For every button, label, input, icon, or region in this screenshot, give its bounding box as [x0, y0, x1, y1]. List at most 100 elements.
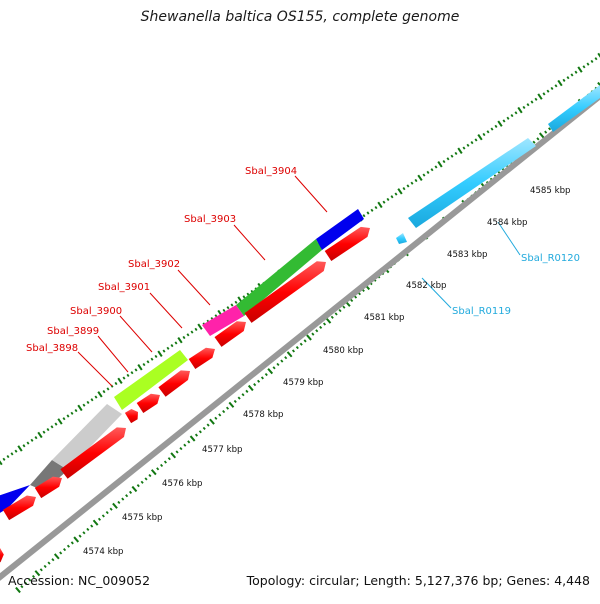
cds-arrow-cds-7 — [188, 347, 215, 369]
outer-ring-tick — [394, 192, 398, 196]
inner-ring-tick — [160, 463, 164, 468]
gene-connector — [77, 351, 113, 387]
inner-ring-tick — [97, 517, 102, 521]
outer-ring-tick — [594, 57, 598, 61]
inner-ring-tick — [163, 460, 167, 464]
outer-ring-tick — [234, 300, 238, 304]
cog-block-lightgray — [52, 404, 122, 470]
inner-ring-tick — [225, 406, 230, 410]
inner-ring-tick — [150, 469, 157, 476]
inner-ring-tick — [536, 137, 540, 141]
cds-arrow-cds-10 — [324, 226, 370, 261]
outer-ring-tick — [197, 323, 203, 330]
inner-ring-tick — [311, 332, 315, 336]
inner-ring-tick — [209, 418, 215, 425]
outer-ring-tick — [130, 371, 134, 375]
outer-ring-tick — [162, 349, 166, 353]
cds-arrow-cds-4 — [124, 409, 138, 424]
outer-ring-tick — [146, 360, 150, 364]
outer-ring-tick — [450, 154, 454, 158]
inner-ring-tick — [148, 473, 152, 478]
cog-track — [0, 209, 364, 513]
outer-ring-tick — [30, 438, 34, 442]
outer-ring-tick — [62, 417, 66, 421]
inner-ring-tick — [112, 502, 118, 509]
outer-ring-tick — [186, 333, 190, 337]
inner-ring-tick — [334, 312, 338, 316]
outer-ring-tick — [242, 295, 246, 299]
outer-ring-tick — [486, 130, 490, 134]
outer-ring-tick — [182, 335, 186, 340]
outer-ring-tick — [490, 127, 494, 131]
inner-ring-tick — [194, 433, 199, 437]
outer-ring-tick — [462, 146, 466, 150]
outer-ring-tick — [77, 404, 83, 412]
inner-ring-tick — [291, 349, 296, 353]
outer-ring-tick — [494, 124, 498, 128]
outer-ring-tick — [174, 341, 178, 345]
outer-ring-tick — [477, 133, 483, 141]
inner-ring-tick — [187, 440, 191, 444]
outer-ring-tick — [90, 398, 94, 402]
outer-ring-tick — [562, 78, 566, 82]
inner-ring-tick — [105, 510, 109, 515]
inner-ring-tick — [245, 389, 249, 393]
outer-ring-tick — [154, 354, 158, 359]
outer-ring-tick — [134, 368, 138, 372]
outer-ring-tick — [566, 76, 570, 80]
outer-ring-tick — [570, 73, 574, 77]
outer-ring-tick — [366, 211, 370, 215]
outer-ring-tick — [50, 425, 54, 429]
inner-ring-tick — [544, 130, 548, 134]
cog-block-magenta — [202, 305, 244, 336]
inner-ring-tick — [247, 384, 254, 392]
genome-backbone — [0, 92, 600, 581]
gene-label: Sbal_3898 — [26, 343, 78, 354]
inner-ring-tick — [350, 298, 354, 303]
scale-label: 4579 kbp — [283, 378, 324, 388]
inner-ring-tick — [189, 435, 196, 442]
outer-ring-tick — [226, 306, 230, 310]
outer-ring-tick — [586, 62, 590, 66]
inner-ring-tick — [121, 497, 125, 501]
rna-track — [396, 85, 600, 244]
outer-ring-tick — [386, 197, 390, 202]
gene-label: Sbal_R0120 — [521, 253, 580, 264]
scale-label: 4583 kbp — [447, 250, 488, 260]
outer-ring-tick — [554, 84, 558, 88]
inner-ring-tick — [214, 416, 218, 420]
inner-ring-tick — [228, 401, 235, 408]
inner-ring-tick — [128, 490, 133, 494]
gene-label: Sbal_3900 — [70, 306, 122, 317]
inner-ring-tick — [31, 574, 36, 579]
outer-ring-tick — [6, 455, 10, 459]
outer-ring-tick — [102, 390, 106, 394]
outer-ring-tick — [0, 460, 3, 466]
inner-ring-tick — [257, 379, 261, 383]
outer-ring-tick — [66, 414, 70, 418]
outer-ring-tick — [582, 65, 586, 69]
outer-ring-tick — [122, 376, 126, 380]
outer-ring-tick — [414, 178, 418, 183]
inner-ring-tick — [90, 524, 94, 528]
outer-ring-tick — [430, 168, 434, 172]
scale-label: 4575 kbp — [122, 513, 163, 523]
outer-ring-tick — [542, 92, 546, 96]
inner-ring-tick — [330, 315, 334, 319]
outer-ring-tick — [46, 427, 50, 432]
outer-ring-tick — [14, 449, 18, 453]
outer-ring-tick — [530, 100, 534, 104]
inner-ring-tick — [167, 457, 171, 461]
cog-block-lime — [114, 350, 188, 410]
gene-label: Sbal_3903 — [184, 214, 236, 225]
outer-ring-tick — [370, 208, 374, 212]
outer-ring-tick — [590, 59, 594, 63]
inner-ring-tick — [86, 527, 90, 531]
outer-ring-tick — [82, 403, 86, 407]
outer-ring-tick — [114, 381, 118, 386]
outer-ring-tick — [537, 93, 543, 100]
scale-label: 4576 kbp — [162, 479, 203, 489]
scale-labels: 4574 kbp 4575 kbp 4576 kbp 4577 kbp 4578 kbp… — [83, 186, 571, 557]
outer-ring-tick — [42, 430, 46, 434]
